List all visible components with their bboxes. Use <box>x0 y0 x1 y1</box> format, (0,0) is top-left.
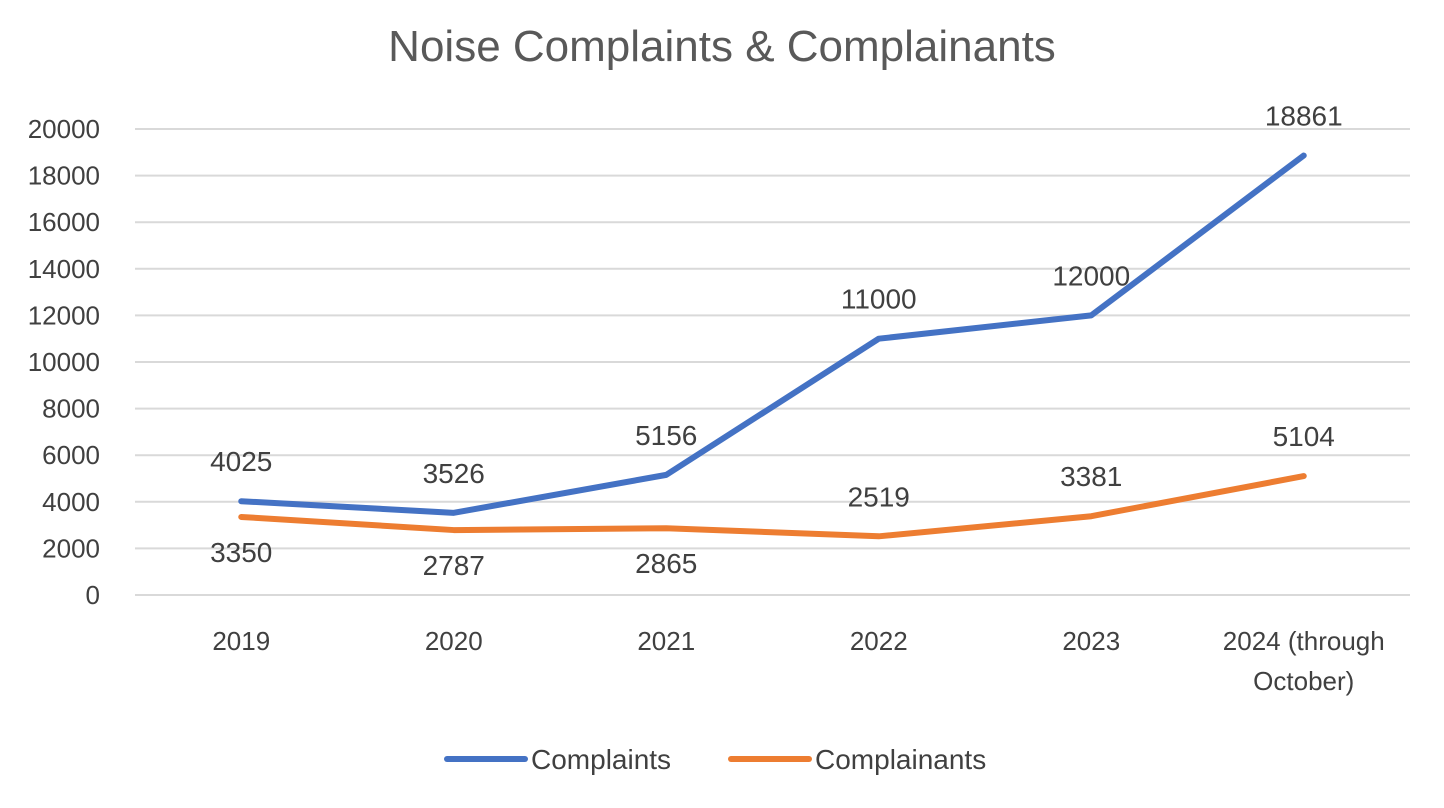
legend: Complaints Complainants <box>444 744 986 775</box>
data-label: 5104 <box>1273 421 1335 452</box>
y-tick-label: 14000 <box>28 254 100 284</box>
y-axis-ticks: 0 2000 4000 6000 8000 10000 12000 14000 16000 180… <box>28 114 100 610</box>
series-line-complainants <box>238 473 1307 540</box>
x-tick-label: 2023 <box>1062 626 1120 656</box>
legend-label: Complainants <box>815 744 986 775</box>
x-axis-ticks: 2019 2020 2021 2022 2023 2024 (through October… <box>212 626 1384 696</box>
data-label: 3526 <box>423 458 485 489</box>
data-label: 12000 <box>1052 260 1130 291</box>
y-tick-label: 10000 <box>28 347 100 377</box>
data-label: 3381 <box>1060 461 1122 492</box>
x-tick-label: 2022 <box>850 626 908 656</box>
gridlines <box>135 128 1410 596</box>
data-labels: 4025 3526 5156 11000 12000 18861 3350 2787 2865 2… <box>210 101 1343 582</box>
y-tick-label: 12000 <box>28 300 100 330</box>
data-label: 3350 <box>210 537 272 568</box>
legend-label: Complaints <box>531 744 671 775</box>
y-tick-label: 18000 <box>28 161 100 191</box>
data-label: 4025 <box>210 446 272 477</box>
x-tick-label: 2021 <box>637 626 695 656</box>
data-label: 5156 <box>635 420 697 451</box>
series-lines <box>238 152 1307 540</box>
y-tick-label: 8000 <box>42 394 100 424</box>
x-tick-label: 2024 (through October) <box>1223 626 1385 696</box>
data-label: 2519 <box>848 481 910 512</box>
y-tick-label: 2000 <box>42 533 100 563</box>
y-tick-label: 4000 <box>42 487 100 517</box>
y-tick-label: 6000 <box>42 440 100 470</box>
y-tick-label: 20000 <box>28 114 100 144</box>
series-line-complaints <box>238 152 1307 516</box>
data-label: 18861 <box>1265 101 1343 132</box>
chart-title: Noise Complaints & Complainants <box>388 22 1056 71</box>
data-label: 11000 <box>841 284 917 315</box>
data-label: 2865 <box>635 548 697 579</box>
x-tick-label: 2019 <box>212 626 270 656</box>
data-label: 2787 <box>423 550 485 581</box>
x-tick-label: 2020 <box>425 626 483 656</box>
y-tick-label: 0 <box>86 580 100 610</box>
y-tick-label: 16000 <box>28 207 100 237</box>
